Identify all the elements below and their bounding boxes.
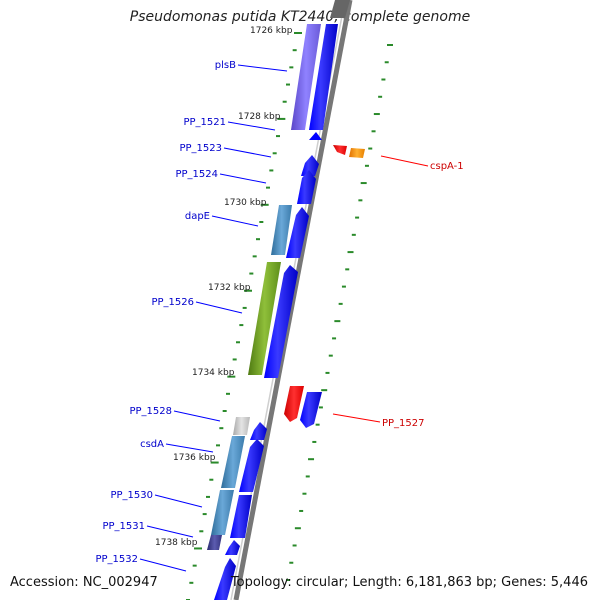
- label-PP_1526: PP_1526: [151, 297, 194, 308]
- left-labels: plsB PP_1521 PP_1523 PP_1524 dapE PP_152…: [95, 60, 288, 572]
- kbp-label-1738: 1738 kbp: [155, 538, 198, 548]
- label-cspA-1: cspA-1: [430, 161, 464, 172]
- gene-PP_1523: [301, 155, 319, 176]
- topology-text: Topology: circular; Length: 6,181,863 bp…: [230, 575, 588, 590]
- kbp-label-1736: 1736 kbp: [173, 453, 216, 463]
- gene-PP_1527-forward: [300, 392, 322, 428]
- label-PP_1532: PP_1532: [95, 554, 138, 565]
- gene-PP_1526: [248, 262, 281, 375]
- leader-PP_1521: [227, 121, 276, 131]
- leader-PP_1528: [173, 410, 221, 422]
- leader-PP_1526: [195, 301, 243, 314]
- gene-csdA: [221, 436, 245, 488]
- kbp-label-1730: 1730 kbp: [224, 198, 267, 208]
- gene-fragment-top: [330, 0, 350, 18]
- accession-text: Accession: NC_002947: [10, 575, 158, 590]
- gene-dapE: [271, 205, 292, 255]
- kbp-label-1732: 1732 kbp: [208, 283, 251, 293]
- gene-PP_1531-forward: [225, 540, 240, 555]
- label-PP_1528: PP_1528: [129, 406, 172, 417]
- kbp-label-1728: 1728 kbp: [238, 112, 281, 122]
- leader-PP_1524: [219, 173, 267, 184]
- gene-PP_1528-forward: [250, 422, 267, 440]
- leader-PP_1523: [223, 147, 272, 158]
- leader-PP_1531: [146, 525, 194, 538]
- gene-PP_1531: [207, 535, 222, 550]
- backbone-outer: [233, 0, 353, 600]
- kbp-label-1734: 1734 kbp: [192, 368, 235, 378]
- label-PP_1521: PP_1521: [183, 117, 226, 128]
- gene-PP_1527: [284, 386, 304, 422]
- leader-csdA: [165, 443, 214, 453]
- label-PP_1530: PP_1530: [110, 490, 153, 501]
- tick-layer: [186, 32, 393, 600]
- gene-PP_1526-forward: [264, 265, 298, 378]
- gene-csdA-forward: [239, 439, 264, 492]
- leader-PP_1530: [154, 494, 203, 508]
- gene-dapE-forward: [286, 207, 309, 258]
- gene-PP_1528: [233, 417, 250, 435]
- leader-cspA-1: [380, 155, 429, 167]
- leader-plsB: [237, 64, 288, 72]
- gene-cspA-1-red: [333, 145, 347, 155]
- label-PP_1523: PP_1523: [179, 143, 222, 154]
- gene-plsB-forward: [309, 24, 338, 130]
- kbp-label-1726: 1726 kbp: [250, 26, 293, 36]
- leader-PP_1532: [139, 558, 187, 572]
- gene-plsB: [291, 24, 321, 130]
- leader-PP_1527: [332, 413, 381, 423]
- label-plsB: plsB: [215, 60, 236, 71]
- leader-dapE: [211, 215, 259, 227]
- gene-PP_1532: [214, 558, 236, 600]
- label-csdA: csdA: [140, 439, 164, 450]
- label-dapE: dapE: [185, 211, 210, 222]
- label-PP_1524: PP_1524: [175, 169, 218, 180]
- map-title: Pseudomonas putida KT2440, complete geno…: [129, 9, 471, 25]
- gene-PP_1530: [211, 490, 234, 535]
- right-labels: cspA-1 PP_1527: [332, 155, 464, 429]
- gene-PP_1521: [309, 132, 322, 140]
- gene-PP_1530-forward: [230, 495, 252, 538]
- gene-cspA-1: [349, 148, 365, 158]
- label-PP_1527: PP_1527: [382, 418, 425, 429]
- gene-PP_1524: [297, 170, 316, 204]
- label-PP_1531: PP_1531: [102, 521, 145, 532]
